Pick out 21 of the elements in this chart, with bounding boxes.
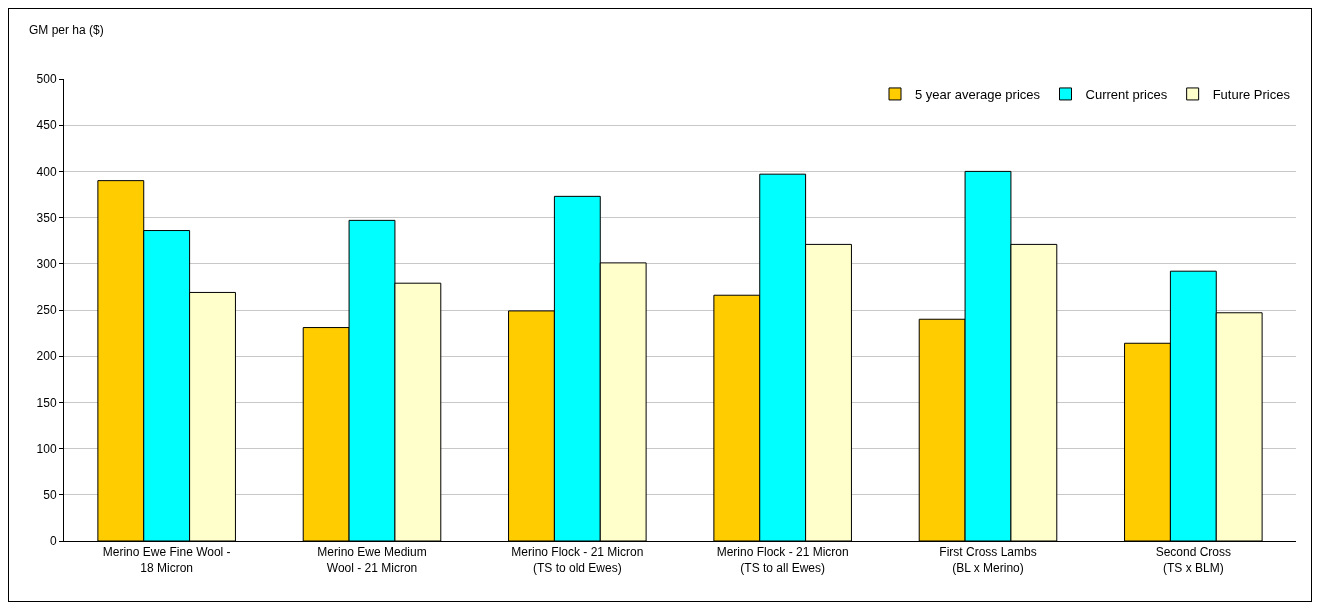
y-tick-label: 0 (49, 534, 57, 549)
y-tick-label: 500 (36, 72, 57, 87)
y-tick-label: 150 (36, 395, 57, 410)
legend-label: Future Prices (1212, 87, 1291, 103)
y-tick-label: 400 (36, 164, 57, 179)
y-tick-label: 350 (36, 210, 57, 225)
x-tick-label: Merino Flock - 21 Micron (TS to old Ewes) (511, 545, 644, 575)
x-tick-label: Merino Ewe Fine Wool - 18 Micron (102, 545, 231, 575)
y-tick-label: 50 (43, 488, 57, 502)
y-axis-title: GM per ha ($) (29, 23, 104, 37)
legend-label: 5 year average prices (915, 87, 1041, 103)
legend-label: Current prices (1085, 87, 1168, 103)
y-tick-label: 450 (36, 118, 57, 133)
y-tick-label: 300 (36, 257, 57, 271)
x-tick-label: Merino Ewe Medium Wool - 21 Micron (317, 545, 427, 575)
x-tick-label: First Cross Lambs (BL x Merino) (939, 545, 1037, 575)
x-tick-label: Merino Flock - 21 Micron (TS to all Ewes) (716, 545, 849, 575)
y-tick-label: 250 (36, 303, 57, 318)
y-tick-label: 200 (36, 349, 57, 364)
y-tick-label: 100 (36, 441, 57, 456)
x-tick-label: Second Cross (TS x BLM) (1155, 545, 1232, 575)
